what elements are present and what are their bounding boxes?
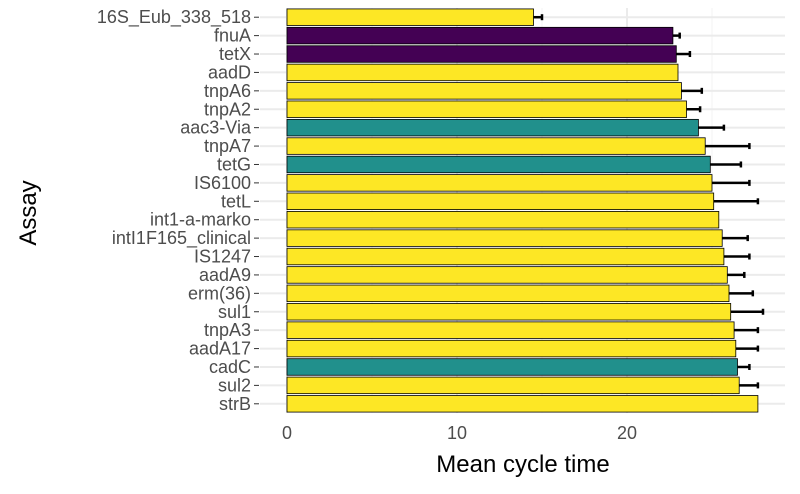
y-tick-label: strB — [219, 394, 251, 414]
bar-erm(36) — [286, 284, 730, 303]
y-tick-label: intI1F165_clinical — [112, 228, 251, 249]
bar-aadA17 — [286, 339, 737, 358]
y-tick-label: tnpA2 — [204, 99, 251, 119]
bar-sul2 — [286, 376, 740, 395]
bar-aadD — [286, 63, 679, 82]
bar-16S_Eub_338_518 — [286, 8, 534, 26]
y-tick-label: IS1247 — [194, 247, 251, 267]
y-tick-label: sul1 — [218, 302, 251, 322]
bar-aadA9 — [286, 266, 728, 284]
bar-tetG — [286, 155, 711, 174]
y-tick-label: tnpA6 — [204, 81, 251, 101]
bar-IS1247 — [286, 247, 725, 266]
y-tick-label: tnpA7 — [204, 136, 251, 156]
y-tick-label: fnuA — [214, 26, 251, 46]
bar-sul1 — [286, 303, 732, 321]
y-tick-label: tetX — [219, 44, 251, 64]
y-tick-label: tnpA3 — [204, 320, 251, 340]
x-tick-label: 0 — [282, 423, 292, 443]
bar-tnpA3 — [286, 321, 735, 339]
bar-tetL — [286, 192, 715, 210]
y-tick-label: aadA17 — [189, 339, 251, 359]
bar-fnuA — [286, 26, 674, 45]
y-tick-label: IS6100 — [194, 173, 251, 193]
bars — [286, 8, 759, 413]
x-tick-label: 20 — [617, 423, 637, 443]
bar-tnpA7 — [286, 137, 706, 155]
bar-tnpA6 — [286, 82, 682, 100]
bar-tnpA2 — [286, 100, 687, 118]
y-tick-label: aadA9 — [199, 265, 251, 285]
y-tick-label: aadD — [208, 62, 251, 82]
y-tick-label: int1-a-marko — [150, 210, 251, 230]
bar-intI1F165_clinical — [286, 229, 723, 247]
y-tick-label: 16S_Eub_338_518 — [97, 7, 251, 28]
bar-aac3-Via — [286, 118, 699, 137]
y-tick-label: tetG — [217, 154, 251, 174]
error-bars — [533, 14, 765, 389]
y-tick-labels: 16S_Eub_338_518fnuAtetXaadDtnpA6tnpA2aac… — [97, 7, 259, 414]
y-tick-label: cadC — [209, 357, 251, 377]
x-tick-labels: 0 10 20 — [282, 423, 637, 443]
bar-int1-a-marko — [286, 211, 720, 229]
y-tick-label: erm(36) — [188, 283, 251, 303]
bar-tetX — [286, 45, 677, 63]
x-axis-title: Mean cycle time — [436, 451, 609, 478]
y-tick-label: tetL — [221, 191, 251, 211]
y-tick-label: aac3-Via — [180, 118, 252, 138]
x-tick-label: 10 — [447, 423, 467, 443]
y-tick-label: sul2 — [218, 375, 251, 395]
bar-IS6100 — [286, 174, 713, 192]
bar-cadC — [286, 358, 738, 376]
bar-strB — [286, 395, 759, 413]
y-axis-title: Assay — [15, 180, 42, 245]
